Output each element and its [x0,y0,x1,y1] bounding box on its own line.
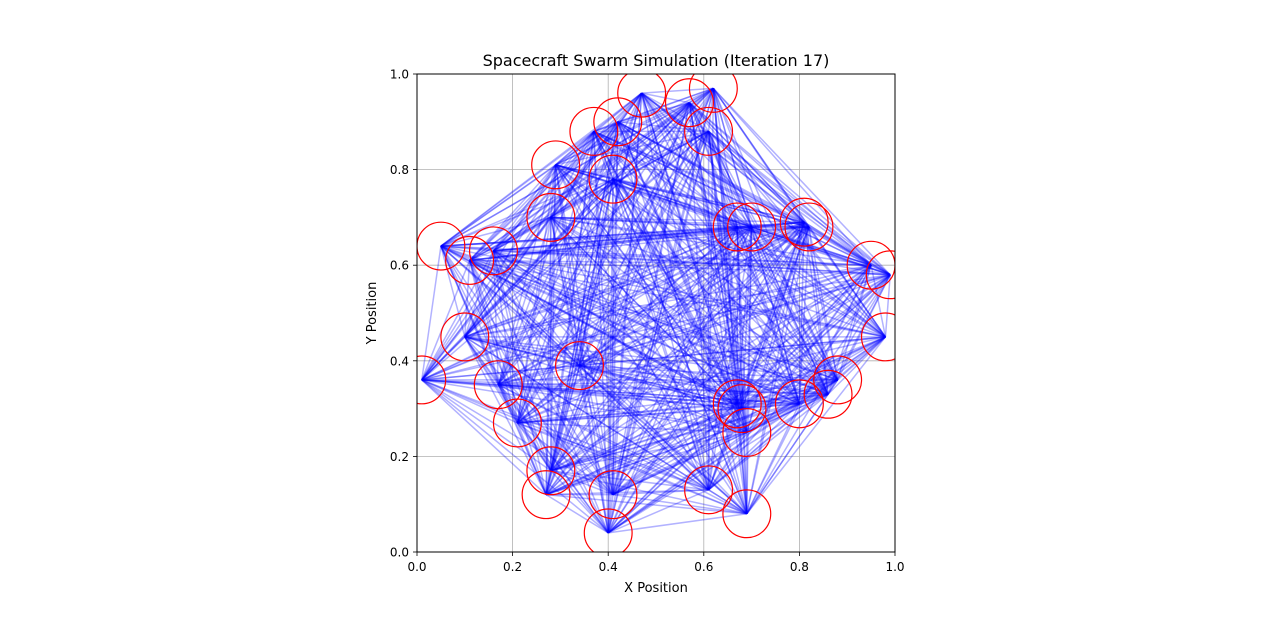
x-axis-label: X Position [624,581,688,596]
y-tick-label: 0.0 [390,546,409,560]
chart-title: Spacecraft Swarm Simulation (Iteration 1… [483,51,830,70]
x-tick-label: 0.2 [503,560,522,574]
y-tick-label: 0.2 [390,450,409,464]
x-tick-label: 0.8 [790,560,809,574]
x-tick-label: 0.6 [694,560,713,574]
y-tick-label: 1.0 [390,68,409,82]
y-tick-label: 0.8 [390,163,409,177]
x-tick-label: 1.0 [885,560,904,574]
y-tick-label: 0.6 [390,259,409,273]
x-tick-label: 0.0 [407,560,426,574]
y-tick-label: 0.4 [390,354,409,368]
y-axis-label: Y Position [365,282,380,346]
x-tick-label: 0.4 [599,560,618,574]
